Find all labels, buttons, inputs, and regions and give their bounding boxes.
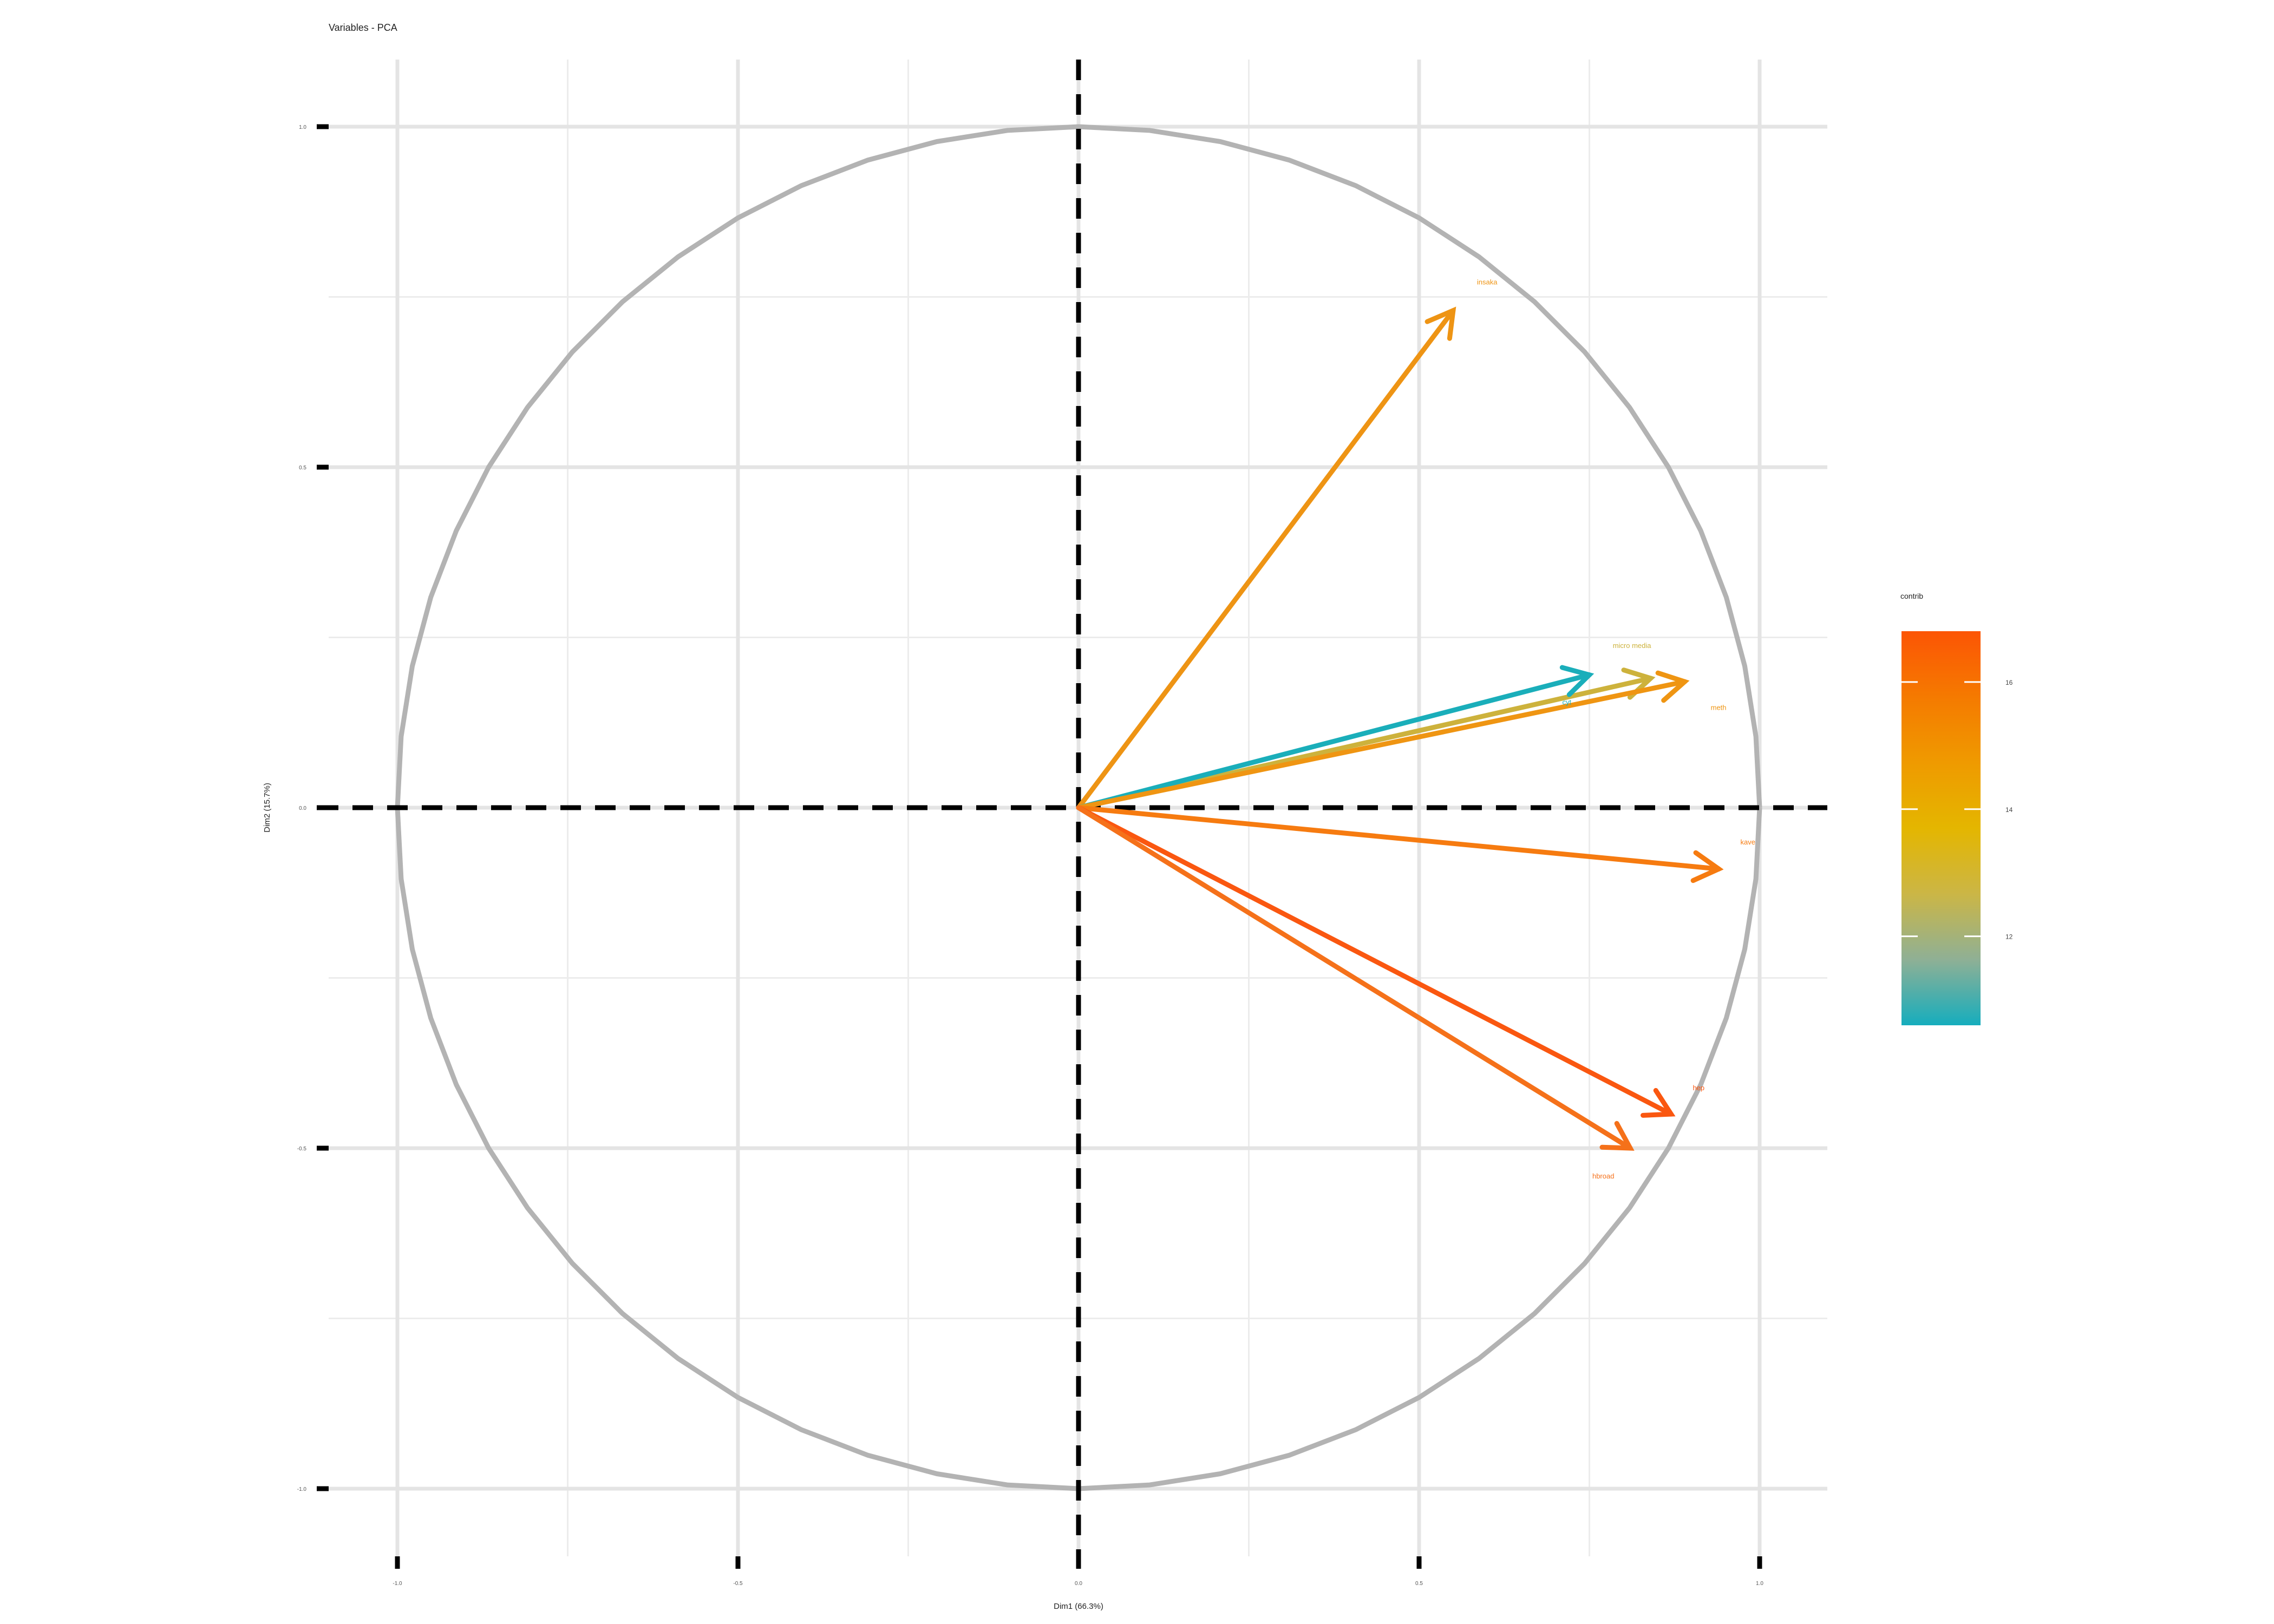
variable-label-kave: kave (1741, 838, 1755, 846)
x-tick-label: 1.0 (1756, 1581, 1763, 1587)
arrow-meth (1076, 679, 1688, 810)
arrow-kave (1076, 805, 1722, 872)
x-tick-label: 0.5 (1415, 1581, 1423, 1587)
arrow-hbroad (1076, 805, 1633, 1151)
arrow-insaka (1076, 308, 1456, 810)
legend-tick-label: 12 (2005, 933, 2013, 941)
legend-tick-label: 14 (2005, 806, 2013, 814)
arrowhead-insaka (1424, 306, 1456, 341)
arrowhead-hbroad (1599, 1121, 1635, 1151)
variable-label-meth: meth (1711, 703, 1727, 711)
legend-tick-label: 16 (2005, 679, 2013, 686)
color-legend: contrib 12 14 16 (1900, 592, 2013, 1025)
arrow-cyt (1076, 672, 1592, 810)
axis-ticks: -1.0 -0.5 0.0 0.5 1.0 -1.0 -0.5 0.0 0.5 1.0 (297, 124, 1763, 1587)
arrow-hep (1076, 805, 1674, 1117)
arrowhead-meth (1655, 670, 1690, 703)
y-tick-label: 1.0 (299, 125, 306, 130)
y-axis-title: Dim2 (15.7%) (263, 783, 272, 833)
legend-colorbar (1901, 631, 1981, 1025)
legend-title: contrib (1900, 592, 1923, 600)
x-axis-title: Dim1 (66.3%) (1054, 1602, 1103, 1611)
variable-label-hep: hep (1693, 1084, 1704, 1092)
legend-ticks: 12 14 16 (1901, 679, 2013, 941)
x-tick-label: 0.0 (1075, 1581, 1082, 1587)
chart-title: Variables - PCA (329, 22, 397, 33)
x-tick-label: -0.5 (733, 1581, 743, 1587)
x-tick-label: -1.0 (393, 1581, 402, 1587)
y-tick-label: -0.5 (297, 1146, 307, 1152)
y-tick-label: 0.0 (299, 806, 306, 811)
variable-labels: insaka micro media cyt meth kave hep hbroad (1477, 278, 1755, 1180)
reference-lines (318, 60, 1827, 1556)
arrowhead-kave (1690, 850, 1724, 883)
arrowhead-cyt (1559, 665, 1595, 697)
variable-arrows (1076, 306, 1724, 1151)
arrowhead-hep (1641, 1088, 1676, 1118)
variable-label-cyt: cyt (1563, 698, 1572, 706)
variable-label-insaka: insaka (1477, 278, 1498, 286)
variable-label-micro-media: micro media (1613, 641, 1652, 650)
variable-label-hbroad: hbroad (1592, 1172, 1614, 1180)
y-tick-label: -1.0 (297, 1487, 307, 1492)
y-tick-label: 0.5 (299, 465, 306, 471)
